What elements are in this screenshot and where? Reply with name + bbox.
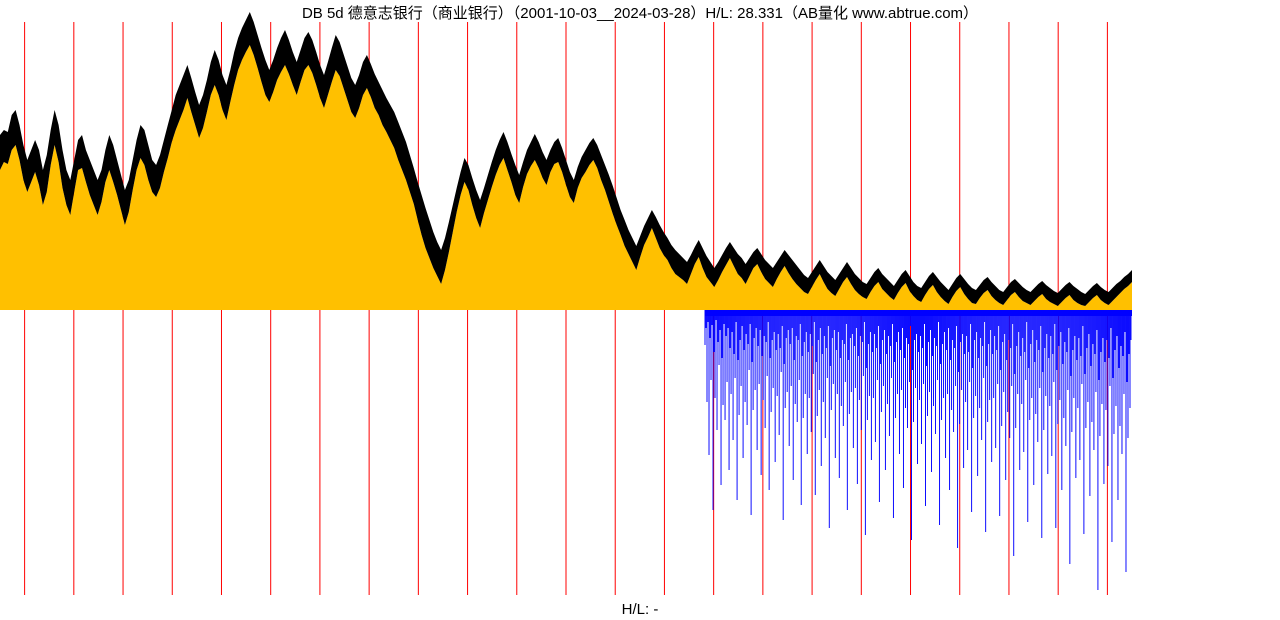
chart-svg — [0, 0, 1280, 620]
chart-title: DB 5d 德意志银行（商业银行）（2001-10-03__2024-03-28… — [0, 2, 1280, 23]
chart-footer: H/L: - — [0, 601, 1280, 618]
chart-container: DB 5d 德意志银行（商业银行）（2001-10-03__2024-03-28… — [0, 0, 1280, 620]
